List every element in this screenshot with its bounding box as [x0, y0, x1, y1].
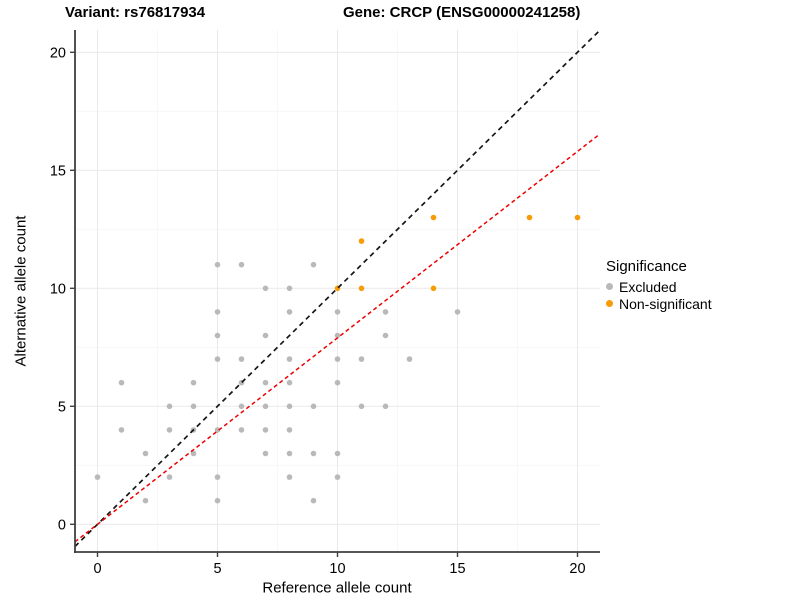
legend: Significance Excluded Non-significant [606, 258, 712, 312]
data-point [430, 285, 437, 292]
x-tick-label: 10 [329, 561, 345, 577]
data-point [190, 450, 197, 457]
data-point [262, 427, 269, 433]
data-point [166, 403, 173, 410]
data-point [214, 261, 221, 268]
data-point [310, 403, 317, 410]
identity-line [75, 30, 600, 548]
x-tick-label: 0 [93, 561, 101, 577]
data-point [190, 403, 197, 410]
legend-item-label: Non-significant [619, 295, 712, 312]
data-point [286, 356, 293, 362]
data-point [334, 474, 341, 480]
data-point [358, 403, 365, 410]
legend-title: Significance [606, 258, 687, 275]
data-point [262, 450, 269, 457]
data-point [94, 474, 101, 480]
data-point [358, 356, 365, 362]
plot-title-gene: Gene: CRCP (ENSG00000241258) [343, 4, 581, 21]
data-point [286, 309, 293, 315]
legend-item-label: Excluded [619, 278, 677, 295]
data-point [454, 309, 461, 315]
data-point [142, 450, 149, 457]
data-point [238, 261, 245, 268]
data-point [238, 356, 245, 362]
data-point [214, 497, 221, 504]
data-point [286, 474, 293, 480]
data-point [334, 332, 341, 339]
data-point [238, 403, 245, 410]
excluded-dot-icon [606, 283, 613, 290]
data-point [382, 309, 389, 315]
data-point [358, 238, 365, 244]
data-point [214, 356, 221, 362]
data-point [334, 379, 341, 386]
data-point [238, 427, 245, 433]
x-tick-label: 20 [569, 561, 585, 577]
x-axis-title: Reference allele count [262, 579, 412, 597]
data-point [214, 332, 221, 339]
data-point [262, 403, 269, 410]
fit-line [75, 133, 600, 543]
axes: 0 5 10 15 20 0 5 10 15 20 [50, 30, 600, 577]
y-tick-label: 15 [50, 163, 66, 179]
data-point [358, 285, 365, 292]
data-point [118, 379, 125, 386]
data-point [262, 332, 269, 339]
data-point [286, 379, 293, 386]
legend-item-excluded: Excluded [606, 278, 712, 295]
data-point [286, 285, 293, 292]
data-point [382, 332, 389, 339]
data-point [334, 309, 341, 315]
data-point [526, 214, 533, 221]
nonsignificant-dot-icon [606, 300, 613, 307]
data-point [166, 427, 173, 433]
data-point [430, 214, 437, 221]
y-tick-label: 10 [50, 281, 66, 297]
data-point [190, 379, 197, 386]
data-point [406, 356, 413, 362]
x-tick-label: 15 [449, 561, 465, 577]
data-point [310, 261, 317, 268]
data-point [214, 427, 221, 433]
y-tick-label: 0 [58, 517, 66, 533]
data-point [166, 474, 173, 480]
data-point [286, 427, 293, 433]
data-point [262, 379, 269, 386]
data-point [310, 450, 317, 457]
data-point [214, 309, 221, 315]
data-point [334, 450, 341, 457]
y-tick-label: 5 [58, 399, 66, 415]
data-point [214, 474, 221, 480]
data-point [574, 214, 581, 221]
y-tick-label: 20 [50, 45, 66, 61]
data-point [286, 403, 293, 410]
data-point [310, 497, 317, 504]
data-point [382, 403, 389, 410]
series-non-significant [334, 214, 581, 292]
y-axis-title: Alternative allele count [12, 215, 30, 367]
data-point [334, 356, 341, 362]
data-point [262, 285, 269, 292]
data-point [118, 427, 125, 433]
plot-title-variant: Variant: rs76817934 [65, 4, 206, 21]
data-point [286, 450, 293, 457]
legend-item-nonsignificant: Non-significant [606, 295, 712, 312]
x-tick-label: 5 [213, 561, 221, 577]
data-point [142, 497, 149, 504]
series-excluded [94, 261, 461, 504]
